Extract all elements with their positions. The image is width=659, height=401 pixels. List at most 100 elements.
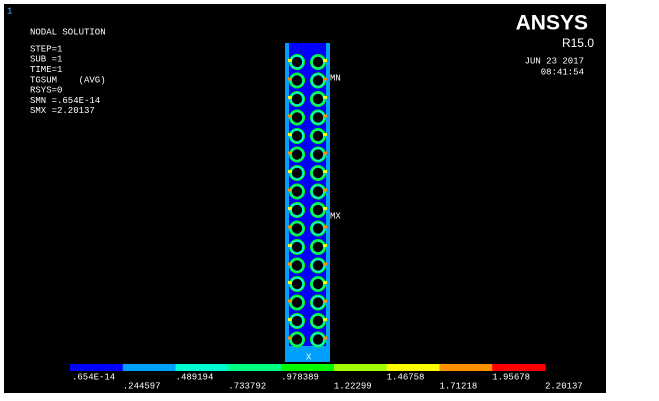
- hole: [292, 205, 302, 215]
- legend-swatch: [439, 364, 492, 371]
- legend-swatch: [228, 364, 281, 371]
- time: 08:41:54: [541, 67, 584, 77]
- legend-label: 1.95678: [492, 372, 530, 382]
- hole: [292, 334, 302, 344]
- hot-spot: [323, 133, 327, 136]
- legend-swatch: [334, 364, 387, 371]
- info-line: SUB =1: [30, 55, 62, 65]
- plate-edge: [285, 43, 289, 362]
- hole: [292, 131, 302, 141]
- info-title: NODAL SOLUTION: [30, 27, 106, 37]
- hot-spot: [288, 133, 292, 136]
- hole: [313, 242, 323, 252]
- hole: [313, 57, 323, 67]
- hole: [292, 186, 302, 196]
- hot-spot: [288, 170, 292, 173]
- hole: [292, 75, 302, 85]
- hole: [313, 131, 323, 141]
- hole: [313, 260, 323, 270]
- legend-label: 1.22299: [334, 381, 372, 391]
- hole: [313, 223, 323, 233]
- hot-spot: [288, 207, 292, 210]
- hole: [292, 260, 302, 270]
- hot-spot: [288, 300, 292, 303]
- hole: [313, 112, 323, 122]
- axis-marker: X: [306, 352, 312, 362]
- hole: [313, 316, 323, 326]
- hot-spot: [323, 78, 327, 81]
- hot-spot: [323, 244, 327, 247]
- hole: [313, 186, 323, 196]
- legend-label: 1.71218: [439, 381, 477, 391]
- viewport: 1 NODAL SOLUTION ANSYS R15.0 JUN 23 2017…: [0, 0, 659, 401]
- hot-spot: [323, 59, 327, 62]
- hot-spot: [323, 207, 327, 210]
- hole: [313, 279, 323, 289]
- info-line: RSYS=0: [30, 86, 62, 96]
- legend-label: .733792: [228, 381, 266, 391]
- info-line: TGSUM (AVG): [30, 75, 106, 85]
- hole: [313, 94, 323, 104]
- logo: ANSYS: [516, 12, 588, 35]
- hot-spot: [288, 189, 292, 192]
- hot-spot: [323, 263, 327, 266]
- hot-spot: [288, 115, 292, 118]
- hole: [292, 279, 302, 289]
- legend-label: .654E-14: [72, 372, 115, 382]
- hole: [292, 94, 302, 104]
- model: [285, 43, 330, 362]
- info-line: TIME=1: [30, 65, 62, 75]
- hole: [292, 112, 302, 122]
- hot-spot: [288, 96, 292, 99]
- hole: [313, 149, 323, 159]
- hole: [292, 149, 302, 159]
- info-line: STEP=1: [30, 44, 62, 54]
- hot-spot: [288, 152, 292, 155]
- hole: [313, 168, 323, 178]
- hot-spot: [323, 226, 327, 229]
- hole: [292, 242, 302, 252]
- hole: [313, 205, 323, 215]
- legend-label: .489194: [176, 372, 214, 382]
- hole: [292, 316, 302, 326]
- hot-spot: [323, 189, 327, 192]
- hole: [292, 57, 302, 67]
- info-line: SMN =.654E-14: [30, 96, 100, 106]
- max-marker: MX: [330, 211, 341, 221]
- hot-spot: [323, 300, 327, 303]
- hole: [292, 168, 302, 178]
- legend-swatch: [387, 364, 440, 371]
- hot-spot: [323, 318, 327, 321]
- hot-spot: [288, 226, 292, 229]
- legend-swatch: [492, 364, 545, 371]
- hot-spot: [323, 152, 327, 155]
- hot-spot: [323, 115, 327, 118]
- legend-label: .244597: [123, 381, 161, 391]
- page: {"window_number": "1", "info": {"title":…: [0, 0, 659, 401]
- date: JUN 23 2017: [525, 56, 584, 66]
- hot-spot: [323, 337, 327, 340]
- hot-spot: [323, 281, 327, 284]
- plate-edge: [326, 43, 330, 362]
- hot-spot: [288, 281, 292, 284]
- hot-spot: [288, 337, 292, 340]
- min-marker: MN: [330, 73, 341, 83]
- legend-swatch: [281, 364, 334, 371]
- hole: [313, 75, 323, 85]
- hole: [292, 223, 302, 233]
- release: R15.0: [562, 36, 594, 50]
- hot-spot: [323, 96, 327, 99]
- legend-swatch: [70, 364, 123, 371]
- legend-label: .978389: [281, 372, 319, 382]
- hot-spot: [288, 59, 292, 62]
- legend-swatch: [123, 364, 176, 371]
- hot-spot: [288, 244, 292, 247]
- window-number: 1: [7, 6, 12, 16]
- hot-spot: [288, 263, 292, 266]
- hot-spot: [288, 78, 292, 81]
- plate: [285, 43, 330, 362]
- hole: [313, 297, 323, 307]
- hole: [313, 334, 323, 344]
- info-line: SMX =2.20137: [30, 106, 95, 116]
- hole: [292, 297, 302, 307]
